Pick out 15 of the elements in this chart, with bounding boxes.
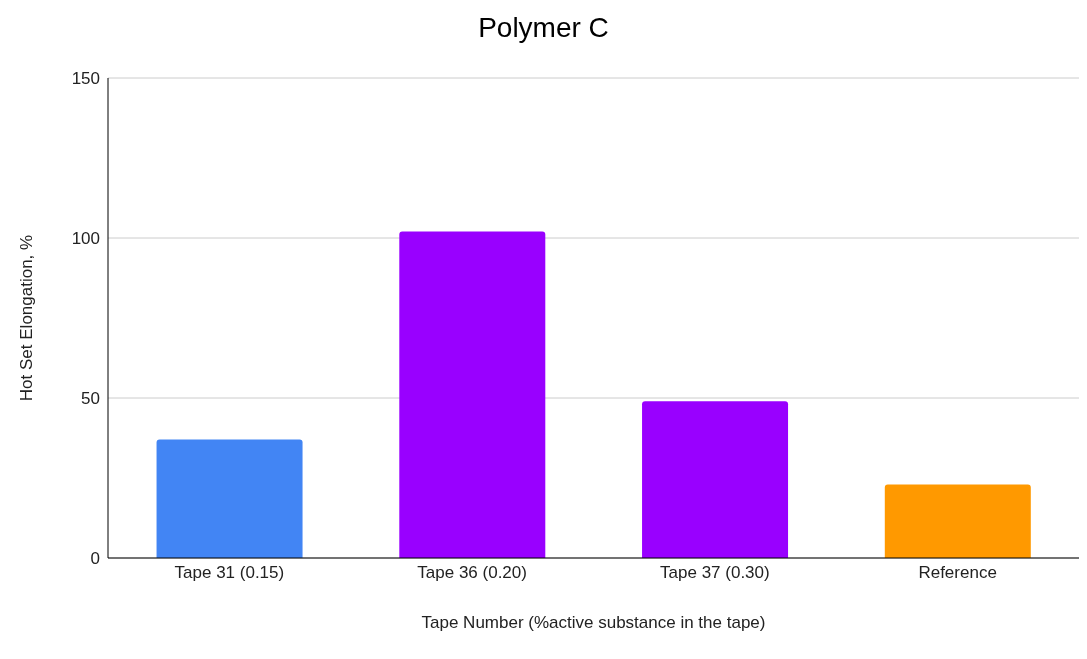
y-tick-label: 0	[90, 549, 100, 569]
chart-title: Polymer C	[477, 11, 610, 45]
x-tick-label: Tape 31 (0.15)	[174, 563, 285, 583]
bar	[156, 439, 303, 558]
y-axis-title: Hot Set Elongation, %	[17, 234, 37, 402]
x-tick-label: Reference	[918, 563, 997, 583]
x-axis-title: Tape Number (%active substance in the tape)	[421, 613, 766, 632]
bar	[884, 484, 1031, 558]
x-tick-label: Tape 36 (0.20)	[417, 563, 527, 583]
y-tick-label: 50	[81, 389, 100, 409]
bar	[399, 231, 546, 558]
y-tick-label: 150	[71, 69, 100, 89]
y-tick-label: 100	[71, 229, 100, 249]
bar	[642, 401, 789, 558]
x-tick-label: Tape 37 (0.30)	[660, 563, 770, 583]
